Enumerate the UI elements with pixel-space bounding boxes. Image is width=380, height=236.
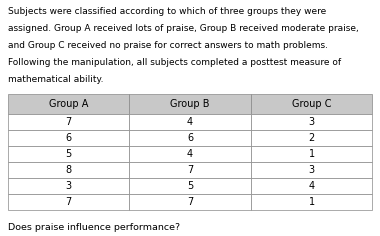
- Bar: [8, 146, 129, 162]
- Text: 1: 1: [309, 197, 315, 207]
- Text: 3: 3: [309, 165, 315, 175]
- Text: 8: 8: [65, 165, 71, 175]
- Text: Group C: Group C: [292, 99, 331, 109]
- Bar: [129, 162, 251, 178]
- Bar: [251, 94, 372, 114]
- Text: Subjects were classified according to which of three groups they were: Subjects were classified according to wh…: [8, 7, 326, 16]
- Text: and Group C received no praise for correct answers to math problems.: and Group C received no praise for corre…: [8, 41, 328, 50]
- Text: Group A: Group A: [49, 99, 88, 109]
- Bar: [8, 114, 129, 130]
- Text: 4: 4: [309, 181, 315, 191]
- Bar: [129, 114, 251, 130]
- Text: 7: 7: [187, 165, 193, 175]
- Text: 6: 6: [65, 133, 71, 143]
- Bar: [251, 162, 372, 178]
- Bar: [251, 194, 372, 210]
- Bar: [129, 146, 251, 162]
- Bar: [8, 162, 129, 178]
- Bar: [251, 146, 372, 162]
- Bar: [8, 94, 129, 114]
- Text: 4: 4: [187, 149, 193, 159]
- Text: 6: 6: [187, 133, 193, 143]
- Text: 7: 7: [65, 117, 71, 127]
- Bar: [251, 130, 372, 146]
- Bar: [8, 194, 129, 210]
- Text: 3: 3: [309, 117, 315, 127]
- Bar: [8, 130, 129, 146]
- Text: 1: 1: [309, 149, 315, 159]
- Bar: [8, 178, 129, 194]
- Text: Group B: Group B: [170, 99, 210, 109]
- Text: 2: 2: [309, 133, 315, 143]
- Text: 5: 5: [187, 181, 193, 191]
- Bar: [129, 94, 251, 114]
- Text: 3: 3: [65, 181, 71, 191]
- Text: Does praise influence performance?: Does praise influence performance?: [8, 223, 180, 232]
- Text: 7: 7: [187, 197, 193, 207]
- Text: assigned. Group A received lots of praise, Group B received moderate praise,: assigned. Group A received lots of prais…: [8, 24, 358, 33]
- Bar: [129, 194, 251, 210]
- Text: 5: 5: [65, 149, 71, 159]
- Bar: [129, 130, 251, 146]
- Text: 4: 4: [187, 117, 193, 127]
- Text: 7: 7: [65, 197, 71, 207]
- Text: mathematical ability.: mathematical ability.: [8, 75, 103, 84]
- Bar: [251, 178, 372, 194]
- Bar: [129, 178, 251, 194]
- Text: Following the manipulation, all subjects completed a posttest measure of: Following the manipulation, all subjects…: [8, 58, 341, 67]
- Bar: [251, 114, 372, 130]
